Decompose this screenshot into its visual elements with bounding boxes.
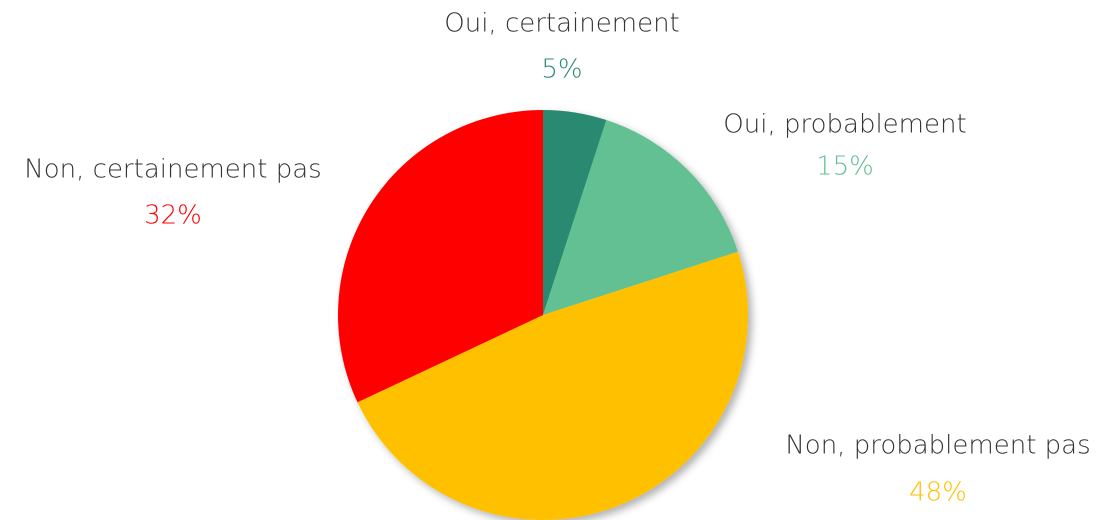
- value-label: 15%: [816, 152, 874, 182]
- slice-label: Oui, certainement: [444, 9, 680, 39]
- slice-label: Non, certainement pas: [24, 155, 321, 185]
- value-label: 48%: [909, 478, 967, 508]
- value-label: 32%: [144, 201, 202, 231]
- value-label: 5%: [541, 55, 582, 85]
- slice-label: Non, probablement pas: [785, 431, 1090, 461]
- pie-slice: [338, 110, 543, 403]
- pie-slice: [543, 110, 607, 315]
- pie-slice: [543, 120, 738, 315]
- slice-label: Oui, probablement: [723, 110, 966, 140]
- pie: [338, 110, 748, 520]
- pie-slice: [357, 251, 748, 520]
